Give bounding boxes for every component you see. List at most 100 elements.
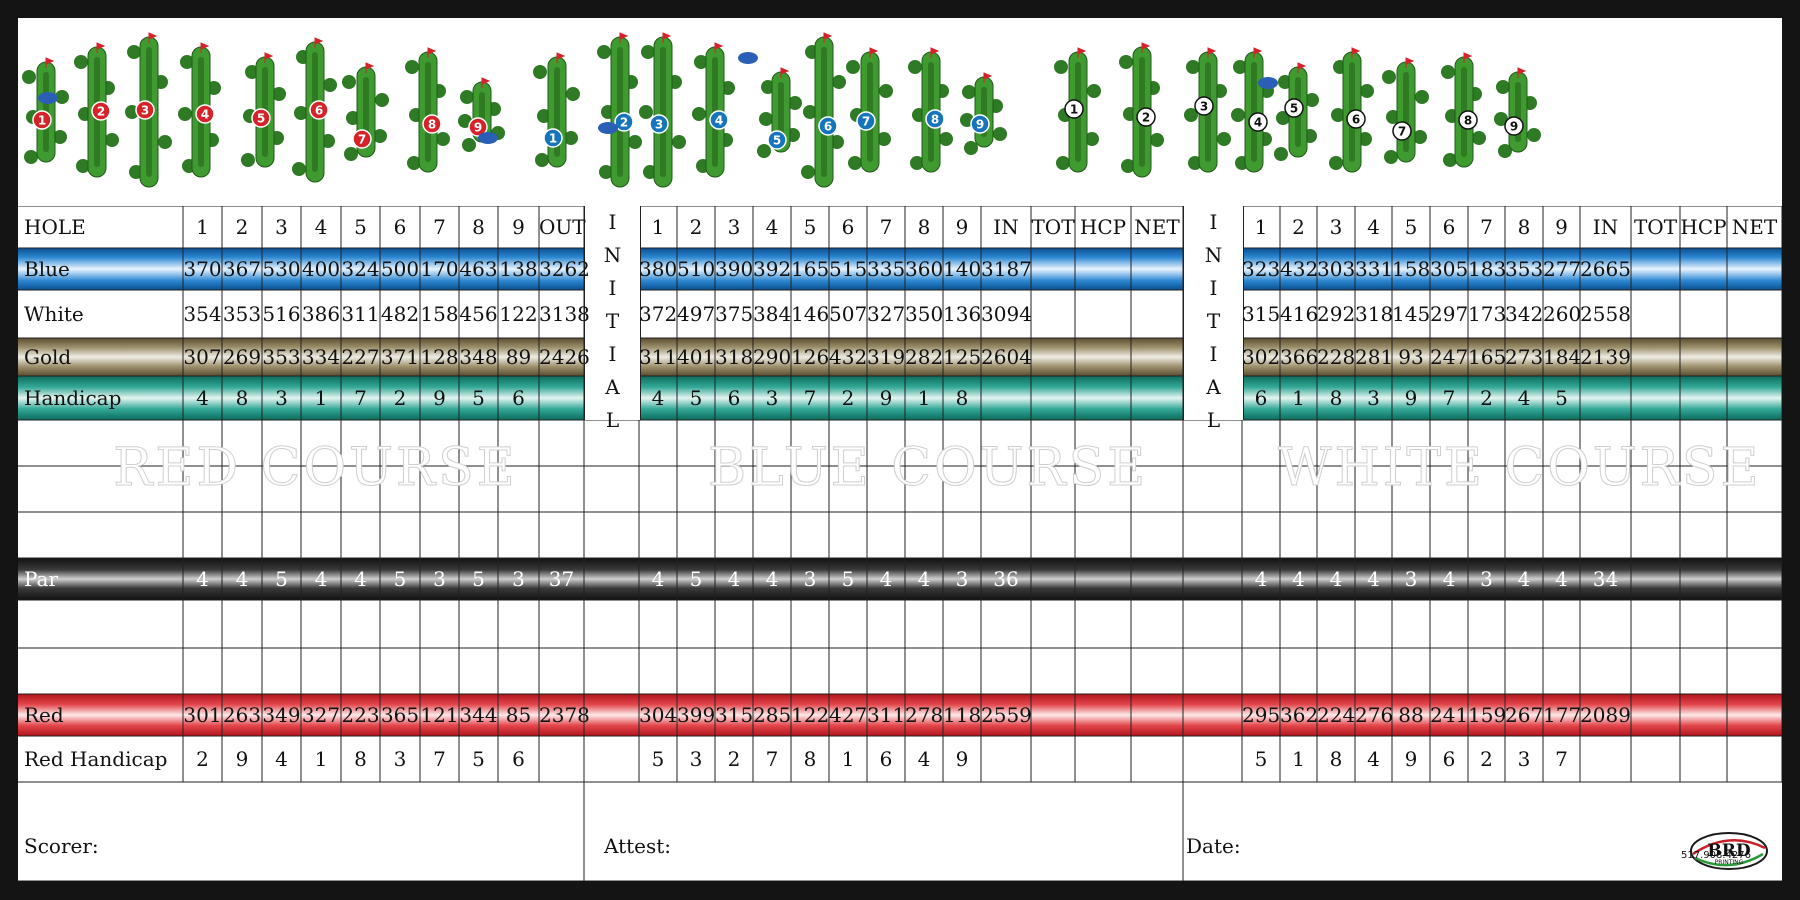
red-cell: 315 bbox=[715, 703, 754, 727]
blue-row-band bbox=[18, 248, 1782, 290]
hole-number-badge: 2 bbox=[1142, 111, 1150, 125]
hole-diagram-1-2: 2 bbox=[74, 42, 119, 178]
handicap-cell: 2 bbox=[841, 386, 855, 410]
header-cell: 1 bbox=[1254, 215, 1268, 239]
hole-number-badge: 6 bbox=[824, 120, 832, 134]
hole-diagram-1-4: 4 bbox=[178, 42, 221, 178]
par-cell: 4 bbox=[1329, 567, 1343, 591]
white-cell: 260 bbox=[1543, 302, 1582, 326]
gold-cell: 281 bbox=[1355, 345, 1394, 369]
hole-number-badge: 1 bbox=[38, 114, 46, 128]
hole-number-badge: 5 bbox=[257, 112, 265, 126]
water-hazard bbox=[598, 122, 618, 134]
header-cell: TOT bbox=[1633, 215, 1678, 239]
blue-cell: 183 bbox=[1468, 257, 1507, 281]
gold-cell: 269 bbox=[222, 345, 262, 369]
initial-letter: L bbox=[605, 408, 620, 432]
handicap-cell: 8 bbox=[955, 386, 969, 410]
white-cell: 3138 bbox=[539, 302, 590, 326]
red-row-band bbox=[18, 694, 1782, 736]
header-cell: 9 bbox=[1555, 215, 1568, 239]
red-cell: 276 bbox=[1355, 703, 1394, 727]
par-cell: 4 bbox=[1442, 567, 1456, 591]
gold-cell: 89 bbox=[505, 345, 532, 369]
handicap-cell: 1 bbox=[314, 386, 328, 410]
hole-diagram-1-6: 6 bbox=[292, 37, 337, 183]
par-cell: 4 bbox=[765, 567, 779, 591]
red-handicap-cell: 6 bbox=[1442, 747, 1456, 771]
hole-diagram-2-8: 8 bbox=[908, 47, 953, 173]
header-cell: 6 bbox=[841, 215, 855, 239]
red-handicap-cell: 9 bbox=[955, 747, 969, 771]
red-handicap-cell: 1 bbox=[314, 747, 328, 771]
header-cell: 8 bbox=[472, 215, 485, 239]
gold-cell: 273 bbox=[1505, 345, 1544, 369]
initial-letter: I bbox=[608, 342, 617, 366]
red-handicap-cell: 8 bbox=[1329, 747, 1343, 771]
hole-diagram-2-1: 1 bbox=[533, 52, 580, 168]
header-cell: 8 bbox=[1517, 215, 1531, 239]
gold-row-band bbox=[18, 338, 1782, 376]
initial-letter: A bbox=[605, 375, 620, 399]
handicap-cell: 4 bbox=[1517, 386, 1531, 410]
handicap-cell: 2 bbox=[393, 386, 407, 410]
blue-cell: 305 bbox=[1430, 257, 1469, 281]
hole-number-badge: 5 bbox=[773, 134, 781, 148]
red-cell: 118 bbox=[943, 703, 982, 727]
hole-diagram-3-5: 5 bbox=[1274, 62, 1319, 161]
red-handicap-cell: 6 bbox=[879, 747, 893, 771]
header-cell: 1 bbox=[651, 215, 665, 239]
header-cell: TOT bbox=[1031, 215, 1075, 239]
gold-cell: 93 bbox=[1398, 345, 1424, 369]
par-cell: 5 bbox=[472, 567, 485, 591]
gold-cell: 401 bbox=[677, 345, 716, 369]
handicap-cell: 7 bbox=[354, 386, 367, 410]
header-cell: 7 bbox=[433, 215, 446, 239]
gold-cell: 319 bbox=[867, 345, 906, 369]
white-cell: 327 bbox=[867, 302, 906, 326]
hole-diagram-3-6: 6 bbox=[1329, 47, 1374, 173]
handicap-cell: 5 bbox=[1555, 386, 1568, 410]
hole-diagram-1-7: 7 bbox=[342, 62, 389, 161]
header-cell: 4 bbox=[1367, 215, 1380, 239]
course-name-watermark: WHITE COURSE bbox=[1278, 438, 1762, 499]
initial-letter: A bbox=[1206, 375, 1221, 399]
white-cell: 146 bbox=[791, 302, 830, 326]
par-cell: 4 bbox=[314, 567, 328, 591]
initial-letter: N bbox=[603, 243, 622, 267]
hole-diagram-3-8: 8 bbox=[1441, 52, 1486, 168]
hole-number-badge: 6 bbox=[315, 104, 323, 118]
handicap-cell: 6 bbox=[512, 386, 525, 410]
hole-number-badge: 1 bbox=[1070, 103, 1078, 117]
header-cell: HCP bbox=[1079, 215, 1127, 239]
white-cell: 297 bbox=[1430, 302, 1469, 326]
gold-cell: 318 bbox=[715, 345, 754, 369]
gold-cell: 165 bbox=[1468, 345, 1507, 369]
hole-diagram-2-2: 2 bbox=[597, 32, 642, 188]
blue-cell: 515 bbox=[829, 257, 868, 281]
handicap-cell: 6 bbox=[1254, 386, 1268, 410]
score-grid bbox=[18, 206, 1782, 881]
hole-diagram-2-7: 7 bbox=[846, 47, 893, 173]
handicap-cell: 2 bbox=[1480, 386, 1493, 410]
hole-number-badge: 2 bbox=[97, 105, 105, 119]
initial-letter: I bbox=[1209, 276, 1218, 300]
hole-diagram-1-8: 8 bbox=[405, 47, 450, 173]
par-cell: 4 bbox=[1254, 567, 1268, 591]
red-cell: 295 bbox=[1242, 703, 1281, 727]
red-handicap-cell: 2 bbox=[196, 747, 209, 771]
handicap-cell: 4 bbox=[651, 386, 665, 410]
par-cell: 4 bbox=[196, 567, 209, 591]
par-cell: 3 bbox=[955, 567, 969, 591]
header-cell: 9 bbox=[955, 215, 969, 239]
hole-number-badge: 9 bbox=[474, 121, 482, 135]
gold-cell: 2139 bbox=[1580, 345, 1631, 369]
white-label: White bbox=[24, 302, 84, 326]
hole-number-badge: 7 bbox=[1398, 125, 1406, 139]
blue-cell: 138 bbox=[499, 257, 538, 281]
red-cell: 278 bbox=[905, 703, 944, 727]
par-cell: 36 bbox=[993, 567, 1019, 591]
blue-cell: 158 bbox=[1392, 257, 1431, 281]
header-cell: 6 bbox=[393, 215, 407, 239]
